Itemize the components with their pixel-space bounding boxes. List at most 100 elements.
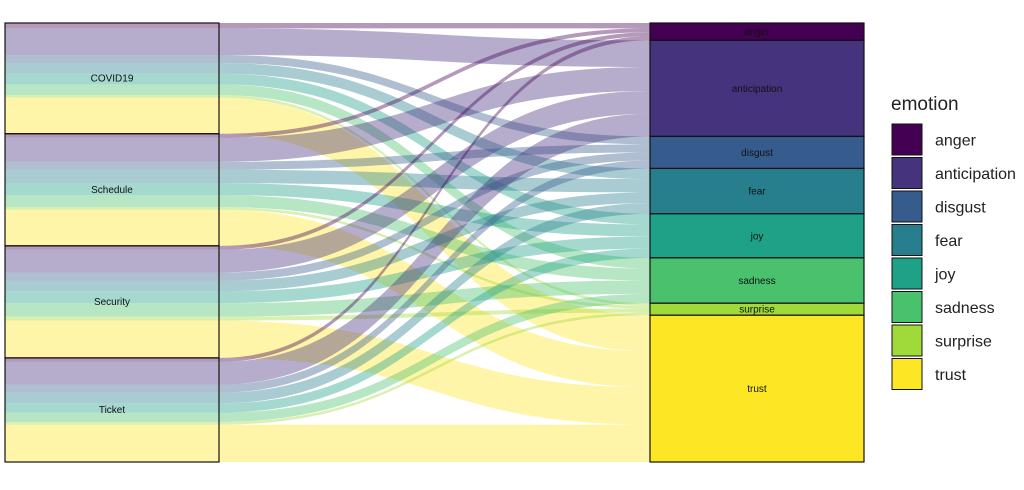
target-label-joy: joy <box>750 231 764 242</box>
legend-swatch-anticipation <box>891 157 923 189</box>
legend-swatch-disgust <box>891 190 923 223</box>
flow-schedule-trust <box>219 209 650 388</box>
source-band-covid19-joy <box>5 73 219 85</box>
target-label-anger: anger <box>744 27 770 38</box>
flow-ticket-fear <box>219 203 650 404</box>
legend-title: emotion <box>891 94 959 115</box>
flow-schedule-surprise <box>219 207 650 309</box>
source-label-covid19: COVID19 <box>91 73 134 84</box>
legend-label-anticipation: anticipation <box>935 166 1016 183</box>
legend-swatch-anger <box>891 123 923 156</box>
legend-label-joy: joy <box>934 267 955 284</box>
flow-covid19-trust <box>219 97 650 352</box>
flow-ticket-disgust <box>219 160 650 393</box>
source-band-ticket-trust <box>5 424 219 462</box>
source-band-schedule-joy <box>5 183 219 196</box>
source-band-schedule-sadness <box>5 195 219 208</box>
source-node-ticket <box>4 357 220 463</box>
legend-swatch-sadness <box>891 291 923 323</box>
flow-covid19-surprise <box>219 95 650 306</box>
target-node-trust <box>649 314 865 463</box>
flow-security-anticipation <box>219 91 650 273</box>
flow-ticket-anger <box>219 36 650 362</box>
target-label-anticipation: anticipation <box>732 84 783 95</box>
target-node-fear <box>649 167 865 215</box>
source-band-schedule-anger <box>5 133 219 138</box>
flow-covid19-fear <box>219 63 650 180</box>
flow-security-sadness <box>219 280 650 317</box>
flow-security-disgust <box>219 152 650 281</box>
legend-label-surprise: surprise <box>935 334 992 351</box>
flow-schedule-anticipation <box>219 67 650 162</box>
flow-covid19-anger <box>219 23 650 29</box>
source-band-covid19-trust <box>5 97 219 134</box>
flow-covid19-sadness <box>219 84 650 269</box>
legend-label-disgust: disgust <box>935 200 986 217</box>
legend-label-fear: fear <box>935 233 963 250</box>
flow-ticket-joy <box>219 248 650 413</box>
source-band-ticket-joy <box>5 403 219 413</box>
flow-covid19-joy <box>219 73 650 225</box>
source-label-schedule: Schedule <box>91 185 133 196</box>
source-band-security-anticipation <box>5 249 219 273</box>
flow-schedule-fear <box>219 169 650 193</box>
legend: emotion anger anticipation disgust fear joy s… <box>891 94 1016 390</box>
source-band-ticket-anticipation <box>5 361 219 385</box>
target-label-fear: fear <box>748 187 766 198</box>
source-band-covid19-sadness <box>5 84 219 96</box>
flow-ticket-surprise <box>219 312 650 425</box>
source-band-schedule-disgust <box>5 161 219 170</box>
source-band-security-trust <box>5 320 219 358</box>
source-band-security-surprise <box>5 316 219 321</box>
source-band-ticket-sadness <box>5 412 219 422</box>
target-label-surprise: surprise <box>739 305 775 316</box>
source-band-schedule-surprise <box>5 207 219 210</box>
flow-ticket-sadness <box>219 293 650 422</box>
source-band-covid19-anger <box>5 23 219 29</box>
flow-covid19-anticipation <box>219 28 650 68</box>
flow-schedule-disgust <box>219 144 650 170</box>
source-band-schedule-fear <box>5 169 219 184</box>
flow-security-surprise <box>219 308 650 321</box>
source-band-ticket-disgust <box>5 384 219 393</box>
source-band-security-sadness <box>5 303 219 317</box>
source-band-ticket-fear <box>5 392 219 404</box>
legend-swatch-fear <box>891 224 923 256</box>
flow-schedule-sadness <box>219 195 650 281</box>
legend-swatch-joy <box>891 257 923 290</box>
source-band-ticket-anger <box>5 357 219 362</box>
source-label-security: Security <box>94 297 130 308</box>
flow-security-trust <box>219 320 650 425</box>
target-label-disgust: disgust <box>741 148 773 159</box>
legend-label-sadness: sadness <box>935 300 995 317</box>
source-band-covid19-fear <box>5 63 219 74</box>
source-band-security-fear <box>5 280 219 292</box>
target-nodes: anger anticipation disgust fear joy sadness su… <box>649 22 865 463</box>
flow-ticket-anticipation <box>219 113 650 385</box>
source-band-covid19-surprise <box>5 95 219 98</box>
source-band-covid19-anticipation <box>5 28 219 56</box>
source-band-security-disgust <box>5 272 219 281</box>
target-node-anticipation <box>649 39 865 138</box>
flow-security-fear <box>219 192 650 292</box>
target-label-sadness: sadness <box>738 276 775 287</box>
source-band-schedule-anticipation <box>5 137 219 162</box>
legend-label-anger: anger <box>935 133 977 150</box>
source-band-security-joy <box>5 291 219 304</box>
flow-ticket-trust <box>219 424 650 462</box>
target-label-trust: trust <box>747 384 767 395</box>
flow-covid19-disgust <box>219 55 650 145</box>
source-band-schedule-trust <box>5 209 219 246</box>
source-nodes: COVID19 Schedule Security Ticket <box>4 22 220 463</box>
legend-swatch-trust <box>891 358 923 390</box>
flow-security-joy <box>219 236 650 304</box>
flows-layer <box>219 23 650 462</box>
legend-label-trust: trust <box>935 367 967 384</box>
target-node-disgust <box>649 135 865 170</box>
source-band-ticket-surprise <box>5 421 219 425</box>
target-node-joy <box>649 213 865 259</box>
legend-swatch-surprise <box>891 324 923 357</box>
source-label-ticket: Ticket <box>99 405 126 416</box>
